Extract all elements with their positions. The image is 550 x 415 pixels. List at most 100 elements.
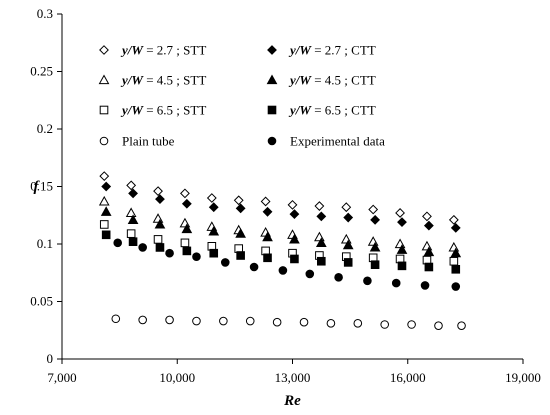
- series-1: [101, 181, 461, 233]
- series-7: [113, 238, 461, 291]
- data-point: [155, 194, 165, 205]
- data-point: [299, 317, 309, 327]
- data-point: [192, 252, 201, 261]
- series-4: [99, 220, 459, 266]
- legend-label: y/W = 6.5 ; STT: [120, 103, 206, 118]
- data-point: [370, 260, 380, 269]
- data-point: [272, 317, 282, 327]
- legend-marker: [99, 45, 109, 55]
- data-point: [101, 181, 112, 192]
- data-point: [315, 237, 327, 247]
- data-point: [262, 206, 273, 217]
- data-point: [343, 258, 353, 267]
- data-point: [245, 316, 255, 326]
- data-point: [182, 246, 192, 256]
- data-point: [100, 206, 112, 216]
- data-point: [448, 214, 459, 225]
- legend-label: y/W = 6.5 ; CTT: [288, 103, 376, 118]
- y-tick-label: 0.05: [30, 294, 53, 309]
- data-point: [395, 208, 405, 218]
- legend-marker: [99, 105, 109, 115]
- data-point: [153, 186, 163, 197]
- data-point: [180, 188, 190, 199]
- legend-marker: [267, 45, 277, 55]
- legend-entry: y/W = 6.5 ; CTT: [267, 103, 376, 118]
- legend-entry: y/W = 4.5 ; CTT: [266, 73, 376, 88]
- data-point: [233, 195, 244, 206]
- data-point: [421, 240, 433, 251]
- data-point: [181, 198, 192, 209]
- data-point: [367, 236, 379, 246]
- data-point: [111, 314, 121, 324]
- data-point: [260, 196, 271, 207]
- data-point: [341, 202, 352, 213]
- y-tick-label: 0.2: [37, 121, 53, 136]
- data-point: [451, 282, 461, 291]
- data-point: [180, 238, 190, 248]
- data-point: [449, 256, 459, 266]
- legend-entry: y/W = 4.5 ; STT: [98, 73, 206, 88]
- data-point: [155, 243, 165, 252]
- data-point: [407, 320, 416, 329]
- data-point: [326, 319, 336, 328]
- data-point: [340, 233, 352, 244]
- data-point: [434, 321, 443, 330]
- data-point: [99, 171, 110, 182]
- data-point: [263, 253, 272, 263]
- data-point: [165, 248, 174, 258]
- data-point: [317, 256, 326, 266]
- data-point: [370, 214, 381, 225]
- data-point: [342, 239, 354, 250]
- data-point: [314, 201, 325, 211]
- data-point: [363, 276, 372, 286]
- data-point: [235, 228, 246, 238]
- series-3: [100, 206, 462, 258]
- data-point: [208, 202, 219, 213]
- data-point: [125, 207, 137, 218]
- data-point: [236, 251, 245, 260]
- data-point: [138, 315, 147, 325]
- data-point: [289, 233, 300, 244]
- data-point: [138, 243, 147, 252]
- data-point: [235, 203, 246, 214]
- legend-label: y/W = 2.7 ; STT: [120, 43, 206, 58]
- data-point: [422, 211, 432, 222]
- data-point: [127, 214, 139, 224]
- legend-entry: y/W = 2.7 ; CTT: [267, 43, 376, 58]
- data-point: [101, 230, 111, 240]
- data-point: [391, 278, 401, 288]
- legend-marker: [98, 74, 110, 85]
- data-point: [249, 262, 259, 272]
- x-tick-label: 19,000: [505, 370, 541, 385]
- legend-entry: Plain tube: [99, 134, 175, 149]
- y-axis-label: f: [34, 179, 41, 195]
- data-point: [353, 319, 363, 328]
- legend-label: Experimental data: [290, 134, 385, 149]
- data-point: [396, 244, 408, 254]
- y-tick-label: 0: [47, 351, 54, 366]
- data-point: [289, 209, 300, 220]
- legend-entry: y/W = 6.5 ; STT: [99, 103, 206, 118]
- data-point: [179, 217, 191, 228]
- data-point: [316, 211, 327, 222]
- data-point: [368, 204, 379, 215]
- legend-entry: y/W = 2.7 ; STT: [99, 43, 206, 58]
- data-point: [334, 273, 343, 282]
- data-point: [420, 281, 430, 290]
- legend-marker: [99, 136, 109, 146]
- data-point: [450, 222, 461, 233]
- x-tick-label: 13,000: [275, 370, 311, 385]
- legend-marker: [267, 105, 277, 115]
- legend-marker: [267, 136, 277, 146]
- data-point: [448, 241, 460, 252]
- legend-label: Plain tube: [122, 134, 175, 149]
- y-tick-label: 0.15: [30, 179, 53, 194]
- data-point: [208, 225, 220, 236]
- data-point: [450, 247, 462, 258]
- x-tick-label: 7,000: [47, 370, 76, 385]
- data-point: [278, 266, 288, 275]
- data-point: [153, 235, 163, 244]
- data-point: [457, 321, 466, 330]
- y-tick-label: 0.25: [30, 64, 53, 79]
- data-point: [154, 218, 166, 229]
